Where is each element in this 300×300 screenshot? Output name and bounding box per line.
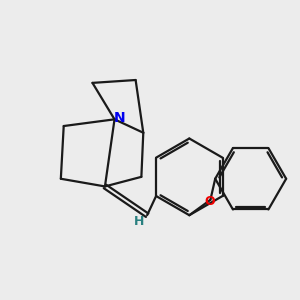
Text: O: O <box>204 195 215 208</box>
Text: N: N <box>113 111 125 125</box>
Text: H: H <box>134 215 145 228</box>
